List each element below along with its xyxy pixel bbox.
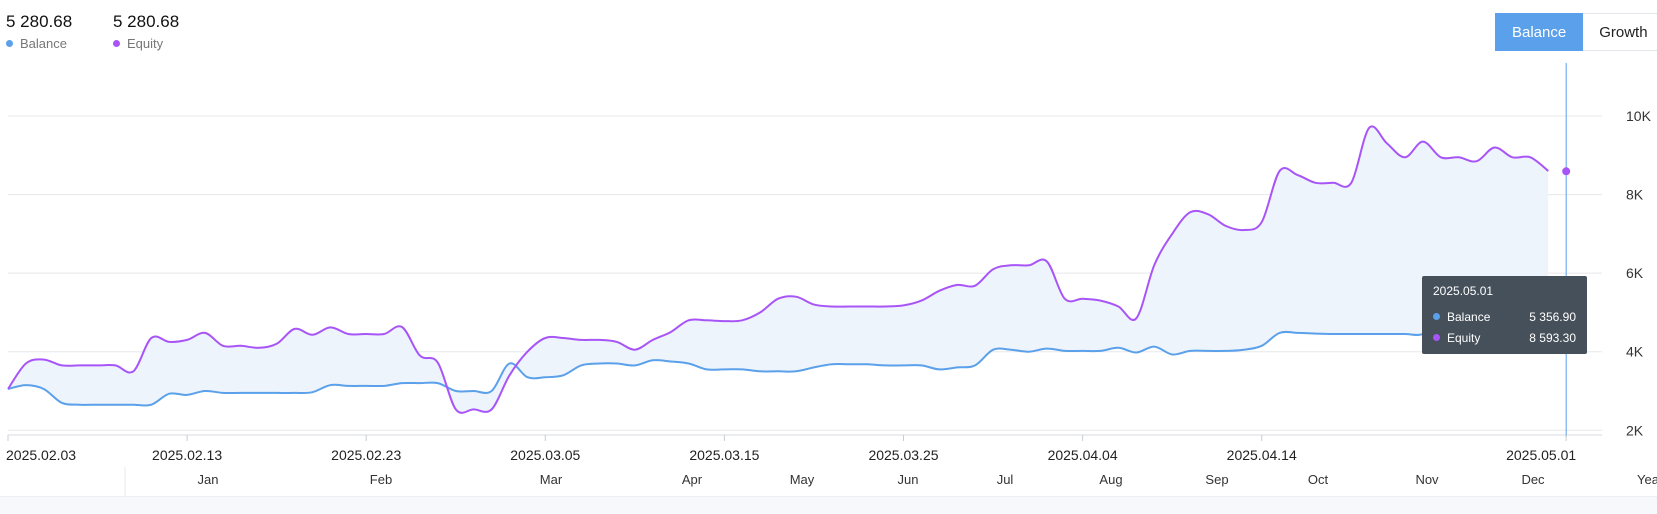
timeline-strip <box>0 496 1657 514</box>
x-tick-label: 2025.04.14 <box>1227 447 1297 463</box>
month-label: Jan <box>198 472 219 487</box>
y-tick-label: 6K <box>1626 265 1644 281</box>
tooltip-balance-dot-icon <box>1433 313 1440 320</box>
equity-label: Equity <box>127 36 164 51</box>
x-tick-label: 2025.03.05 <box>510 447 580 463</box>
y-tick-label: 8K <box>1626 187 1644 203</box>
tooltip-balance-value: 5 356.90 <box>1529 309 1576 324</box>
tooltip-equity-dot-icon <box>1433 334 1440 341</box>
month-label: Feb <box>370 472 392 487</box>
month-label: Apr <box>682 472 703 487</box>
x-tick-label: 2025.02.03 <box>6 447 76 463</box>
month-label: Jul <box>997 472 1014 487</box>
month-label: Dec <box>1521 472 1545 487</box>
month-label: Oct <box>1308 472 1329 487</box>
x-tick-label: 2025.04.04 <box>1048 447 1118 463</box>
tooltip-balance-label: Balance <box>1447 309 1491 324</box>
tooltip-equity-label: Equity <box>1447 330 1481 345</box>
tooltip-date: 2025.05.01 <box>1433 284 1494 298</box>
y-tick-label: 10K <box>1626 108 1652 124</box>
balance-value: 5 280.68 <box>6 12 73 31</box>
x-tick-label: 2025.03.25 <box>868 447 938 463</box>
x-tick-label: 2025.02.23 <box>331 447 401 463</box>
x-tick-label: 2025.03.15 <box>689 447 759 463</box>
month-label: Aug <box>1099 472 1122 487</box>
balance-label: Balance <box>20 36 67 51</box>
month-label: May <box>790 472 815 487</box>
y-tick-label: 4K <box>1626 344 1644 360</box>
month-label: Nov <box>1415 472 1439 487</box>
tooltip-row-balance: Balance 5 356.90 <box>1433 306 1576 327</box>
equity-value: 5 280.68 <box>113 12 180 31</box>
month-label: Jun <box>898 472 919 487</box>
chart-mode-toggle: Balance Growth <box>1495 13 1657 51</box>
y-tick-label: 2K <box>1626 422 1644 438</box>
balance-stat: 5 280.68 Balance <box>6 12 72 51</box>
tooltip-row-equity: Equity 8 593.30 <box>1433 327 1576 348</box>
equity-crosshair-point <box>1562 167 1571 176</box>
balance-line <box>7 297 1549 407</box>
x-tick-label: 2025.02.13 <box>152 447 222 463</box>
balance-toggle-button[interactable]: Balance <box>1495 13 1584 51</box>
equity-dot-icon <box>113 40 120 47</box>
month-label: Yea <box>1637 472 1657 487</box>
month-label: Sep <box>1205 472 1228 487</box>
equity-stat: 5 280.68 Equity <box>113 12 179 51</box>
equity-legend: Equity <box>113 36 179 51</box>
month-label: Mar <box>540 472 563 487</box>
equity-balance-area <box>8 126 1549 413</box>
equity-line <box>7 125 1549 414</box>
x-tick-label: 2025.05.01 <box>1506 447 1576 463</box>
growth-toggle-button[interactable]: Growth <box>1583 13 1657 51</box>
balance-dot-icon <box>6 40 13 47</box>
tooltip-equity-value: 8 593.30 <box>1529 330 1576 345</box>
chart-tooltip: 2025.05.01 Balance 5 356.90 Equity 8 593… <box>1422 276 1587 354</box>
balance-legend: Balance <box>6 36 72 51</box>
